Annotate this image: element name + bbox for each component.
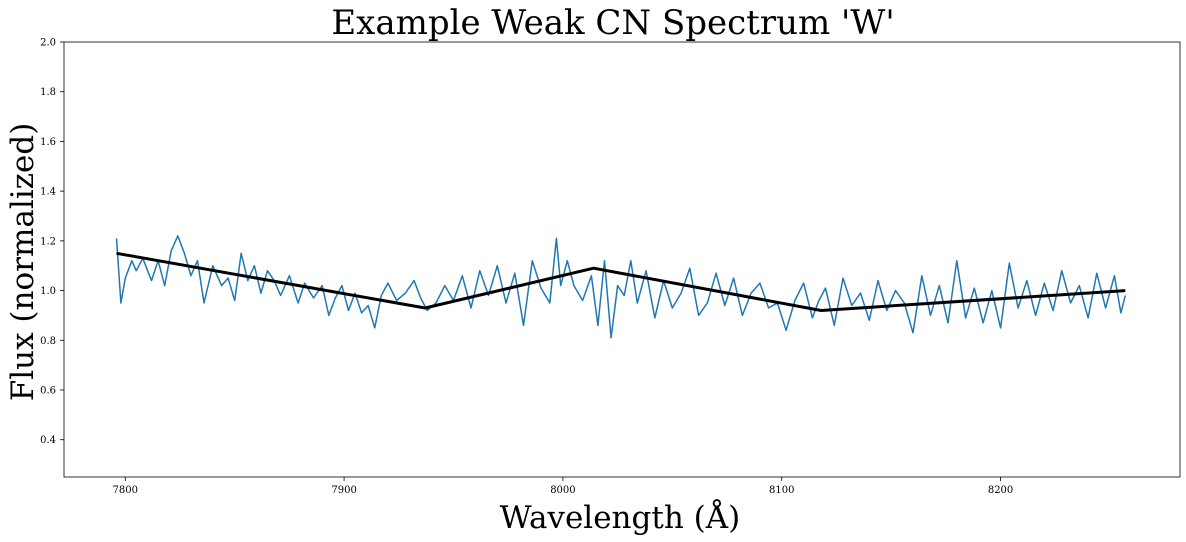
y-tick-label: 0.4: [40, 435, 56, 446]
y-tick-label: 1.4: [40, 187, 56, 198]
x-tick-label: 8100: [769, 485, 794, 496]
y-tick-label: 2.0: [40, 38, 56, 49]
y-axis-ticks: 0.4 0.6 0.8 1.0 1.2 1.4 1.6 1.8 2.0: [40, 38, 64, 446]
y-tick-label: 1.0: [40, 286, 56, 297]
x-axis-label: Wavelength (Å): [500, 498, 740, 536]
x-axis-ticks: 7800 7900 8000 8100 8200: [113, 477, 1013, 496]
chart-title: Example Weak CN Spectrum 'W': [331, 3, 894, 43]
y-tick-label: 1.8: [40, 87, 56, 98]
y-tick-label: 1.6: [40, 137, 56, 148]
plot-layer: [115, 235, 1127, 339]
spectrum-flux-line: [115, 235, 1127, 339]
continuum-fit-line: [116, 251, 1126, 312]
y-tick-label: 1.2: [40, 236, 56, 247]
y-tick-label: 0.6: [40, 386, 56, 397]
x-tick-label: 7900: [331, 485, 356, 496]
x-tick-label: 8000: [550, 485, 575, 496]
y-axis-label: Flux (normalized): [5, 123, 41, 402]
plot-area-frame: [63, 41, 1181, 478]
x-tick-label: 8200: [988, 485, 1013, 496]
x-tick-label: 7800: [113, 485, 138, 496]
y-tick-label: 0.8: [40, 336, 56, 347]
